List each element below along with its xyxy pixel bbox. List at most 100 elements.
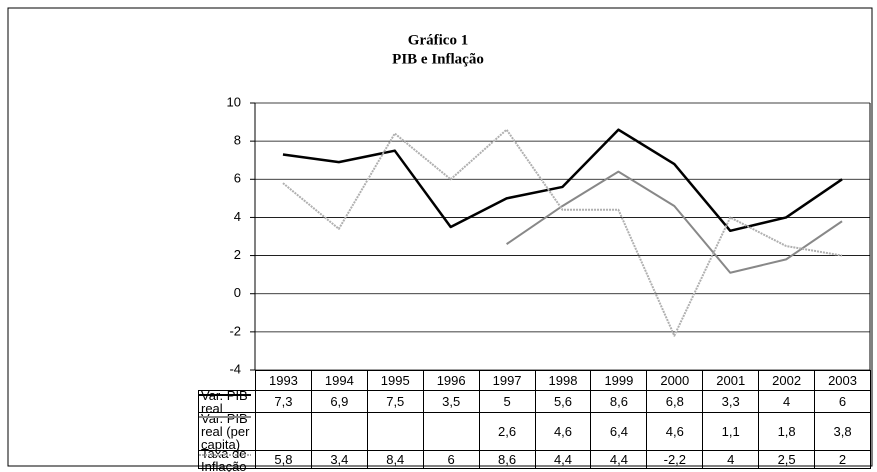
value-cell: 6 <box>422 450 480 469</box>
frame <box>7 7 873 467</box>
value-cell: 3,3 <box>702 390 760 413</box>
value-cell: 5 <box>478 390 536 413</box>
value-cell: 4,4 <box>534 450 592 469</box>
value-cell: 6 <box>814 390 871 413</box>
cell-text: 6,4 <box>609 424 628 439</box>
year-cell: 2001 <box>702 370 760 391</box>
value-cell: 8,4 <box>366 450 424 469</box>
value-cell <box>366 412 424 451</box>
cell-text: 1,1 <box>721 424 740 439</box>
cell-text: 3,3 <box>721 394 740 409</box>
value-cell: 5,8 <box>255 450 312 469</box>
cell-text: 5 <box>503 394 511 409</box>
y-tick-label: 8 <box>234 133 241 148</box>
value-cell <box>255 412 312 451</box>
line-series <box>506 170 843 274</box>
cell-text: 3,5 <box>442 394 461 409</box>
y-tick-label: -4 <box>229 361 241 376</box>
cell-text: 2002 <box>772 373 802 388</box>
cell-text: 2 <box>838 452 847 467</box>
legend-key <box>199 454 251 456</box>
cell-text: 2001 <box>716 373 746 388</box>
value-cell: 3,8 <box>814 412 871 451</box>
value-cell: 4,6 <box>534 412 592 451</box>
chart-title: Gráfico 1 <box>408 32 468 48</box>
value-cell: 8,6 <box>478 450 536 469</box>
cell-text: 1,8 <box>777 424 796 439</box>
cell-text: 8,4 <box>386 452 405 467</box>
cell-text: 6,9 <box>330 394 349 409</box>
value-cell: 5,6 <box>534 390 592 413</box>
cell-text: 1994 <box>324 373 354 388</box>
year-cell: 2000 <box>646 370 704 391</box>
line-series <box>282 128 843 337</box>
cell-text: 4 <box>727 452 735 467</box>
cell-text: 4,4 <box>553 452 573 467</box>
y-tick-label: 2 <box>234 247 241 262</box>
value-cell: 2 <box>814 450 871 469</box>
value-cell: 6,4 <box>590 412 648 451</box>
cell-text: 1996 <box>436 373 466 388</box>
year-cell: 1993 <box>255 370 312 391</box>
cell-text: 4,6 <box>665 424 684 439</box>
value-cell <box>310 412 368 451</box>
cell-text: 7,5 <box>386 394 405 409</box>
year-cell: 2003 <box>814 370 871 391</box>
value-cell: 4 <box>702 450 760 469</box>
legend-label: Taxa de Inflação <box>201 445 247 472</box>
year-cell: 1997 <box>478 370 536 391</box>
cell-text: 2003 <box>828 373 857 388</box>
legend-cell: Var. PIB real <box>198 389 256 415</box>
cell-text: 1998 <box>548 373 578 388</box>
cell-text: 1997 <box>492 373 522 388</box>
year-cell: 1999 <box>590 370 648 391</box>
value-cell: 3,5 <box>422 390 480 413</box>
y-tick-label: 6 <box>234 171 241 186</box>
chart-subtitle: PIB e Inflação <box>392 51 484 67</box>
year-cell: 1996 <box>422 370 480 391</box>
y-tick-label: 0 <box>234 285 241 300</box>
value-cell: 6,9 <box>310 390 368 413</box>
cell-text: 4,4 <box>609 452 628 467</box>
value-cell: 4,6 <box>646 412 704 451</box>
cell-text: 6 <box>838 394 847 409</box>
cell-text: 6,8 <box>665 394 684 409</box>
cell-text: 5,8 <box>274 452 293 467</box>
cell-text: -2,2 <box>663 452 687 467</box>
cell-text: 2,5 <box>777 452 796 467</box>
year-cell: 1995 <box>366 370 424 391</box>
line-series <box>282 128 843 233</box>
cell-text: 4 <box>783 394 791 409</box>
value-cell: 1,8 <box>758 412 816 451</box>
legend-key <box>199 416 251 418</box>
cell-text: 2000 <box>660 373 690 388</box>
cell-text: 1993 <box>268 373 298 388</box>
legend-key <box>199 394 251 396</box>
value-cell: 6,8 <box>646 390 704 413</box>
value-cell: 3,4 <box>310 450 368 469</box>
cell-text: 3,4 <box>330 452 349 467</box>
cell-text: 4,6 <box>553 424 573 439</box>
value-cell: 8,6 <box>590 390 648 413</box>
cell-text: 1995 <box>380 373 410 388</box>
value-cell: 4 <box>758 390 816 413</box>
cell-text: 2,6 <box>498 424 517 439</box>
year-cell: 1994 <box>310 370 368 391</box>
legend-label: Var. PIB real (per capita) <box>201 411 250 452</box>
y-tick-label: 10 <box>227 94 241 109</box>
y-tick-label: 4 <box>234 209 241 224</box>
cell-text: 5,6 <box>553 394 573 409</box>
legend-cell: Var. PIB real (per capita) <box>198 412 256 451</box>
cell-text: 1999 <box>604 373 634 388</box>
cell-text: 7,3 <box>274 394 293 409</box>
value-cell: 4,4 <box>590 450 648 469</box>
value-cell: 7,3 <box>255 390 312 413</box>
value-cell: 7,5 <box>366 390 424 413</box>
y-tick-label: -2 <box>229 323 241 338</box>
value-cell: 2,6 <box>478 412 536 451</box>
year-cell: 1998 <box>534 370 592 391</box>
cell-text: 8,6 <box>609 394 628 409</box>
value-cell: -2,2 <box>646 450 704 469</box>
